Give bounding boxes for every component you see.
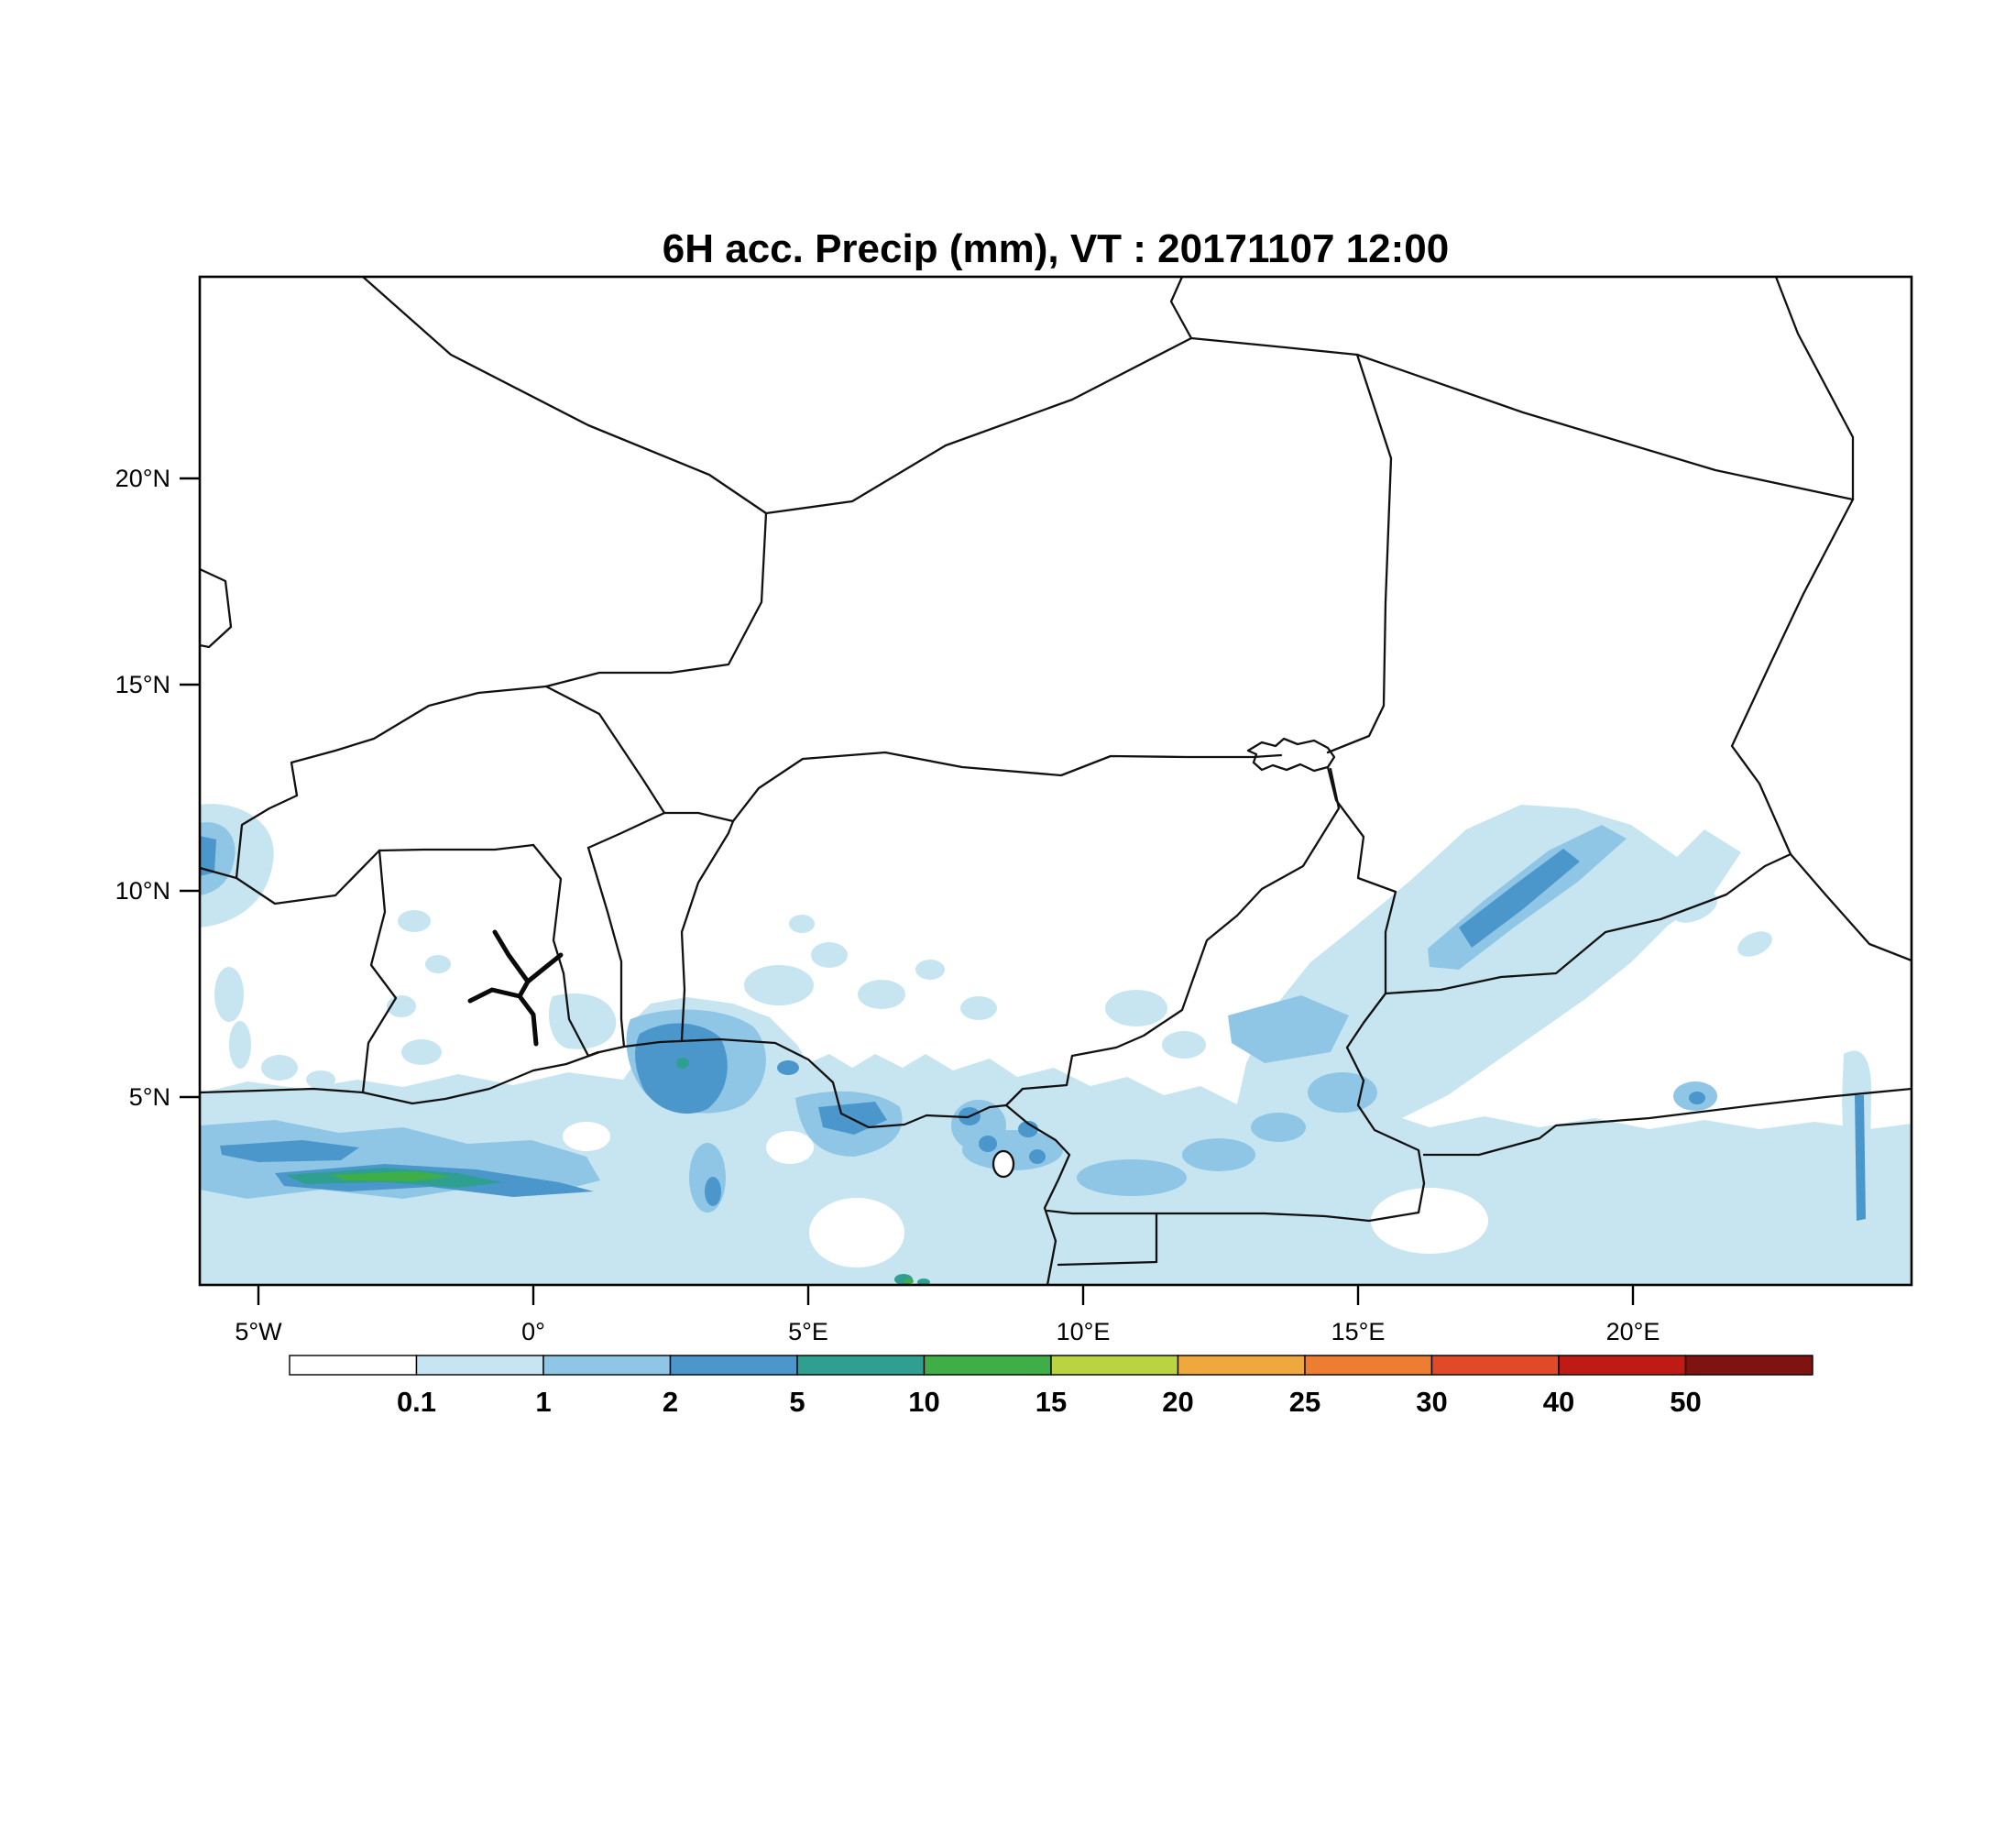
border-togo-benin (586, 846, 626, 1048)
colorbar-label: 15 (1035, 1386, 1067, 1418)
border-algeria-mali (361, 277, 768, 515)
border-mauritania-mali (200, 567, 233, 649)
border-libya-chad (1355, 353, 1855, 501)
lon-label-0: 0° (521, 1318, 545, 1345)
colorbar-segment (289, 1355, 418, 1376)
border-burkina-ghana (378, 843, 535, 852)
lon-label-15e: 15°E (1331, 1318, 1386, 1345)
lake-volta (492, 929, 539, 1047)
lat-axis: 20°N 15°N 10°N 5°N (115, 465, 200, 1111)
lon-label-20e: 20°E (1606, 1318, 1660, 1345)
colorbar-segment (542, 1355, 672, 1376)
border-cameroon-car (1345, 992, 1426, 1214)
colorbar-segment (669, 1355, 798, 1376)
colorbar-segment (923, 1355, 1052, 1376)
colorbar-label: 30 (1416, 1386, 1447, 1418)
colorbar-segment (796, 1355, 926, 1376)
border-algeria-niger (764, 336, 1193, 515)
border-burkina-benin (586, 811, 666, 850)
colorbar-label: 10 (908, 1386, 939, 1418)
lat-label-15n: 15°N (115, 671, 170, 698)
coastline-gulf-of-guinea (200, 1037, 1071, 1285)
colorbar-label: 40 (1543, 1386, 1574, 1418)
colorbar-label: 20 (1162, 1386, 1193, 1418)
lake-volta-east-arm (525, 952, 564, 984)
colorbar: 0.1 1 2 5 10 15 20 25 30 40 50 (289, 1355, 1813, 1418)
border-mali-ivorycoast (200, 866, 238, 880)
precip-layer-10mm (330, 1171, 914, 1284)
lon-label-5e: 5°E (788, 1318, 828, 1345)
border-ivorycoast-burkina (235, 849, 381, 906)
border-libya-sudan (1774, 277, 1855, 501)
lake-chad-outline (1246, 737, 1336, 773)
lon-label-10e: 10°E (1057, 1318, 1111, 1345)
border-chad-sudan (1730, 498, 1855, 856)
border-cameroon-congo-gabon (1046, 1209, 1420, 1223)
precip-layer-0p1mm (200, 804, 1912, 1285)
border-benin-niger (663, 811, 735, 823)
border-mali-burkina (235, 685, 548, 880)
bioko-island (992, 1149, 1015, 1179)
colorbar-segment (415, 1355, 544, 1376)
colorbar-label: 5 (789, 1386, 805, 1418)
border-benin-nigeria (680, 819, 735, 1041)
border-car-sudan (1789, 852, 1912, 962)
colorbar-label: 2 (663, 1386, 678, 1418)
colorbar-label: 50 (1670, 1386, 1701, 1418)
colorbar-segment (1558, 1355, 1687, 1376)
precip-shading (200, 804, 1912, 1285)
lat-label-20n: 20°N (115, 465, 170, 492)
plot-title: 6H acc. Precip (mm), VT : 20171107 12:00 (663, 226, 1450, 271)
border-algeria-libya (1169, 277, 1193, 340)
colorbar-segment (1684, 1355, 1813, 1376)
colorbar-label: 0.1 (397, 1386, 436, 1418)
lake-volta-west-arm (467, 987, 522, 1004)
map-frame (198, 275, 1913, 1287)
border-niger-chad (1326, 353, 1393, 754)
border-mali-niger (544, 511, 768, 688)
country-borders (200, 277, 1912, 1285)
border-burkina-niger (544, 685, 666, 815)
precip-clear-gaps (563, 1122, 1488, 1268)
colorbar-label: 25 (1289, 1386, 1320, 1418)
border-chad-car (1384, 852, 1792, 995)
colorbar-segment (1177, 1355, 1306, 1376)
lon-axis: 5°W 0° 5°E 10°E 15°E 20°E (235, 1285, 1660, 1345)
border-chad-cameroon (1326, 765, 1397, 995)
border-niger-nigeria (731, 751, 1283, 823)
border-libya-niger (1189, 336, 1359, 357)
colorbar-segment (1050, 1355, 1179, 1376)
lon-label-5w: 5°W (235, 1318, 282, 1345)
colorbar-label: 1 (535, 1386, 551, 1418)
lat-label-5n: 5°N (129, 1083, 170, 1111)
border-ivorycoast-ghana (361, 849, 398, 1094)
border-nigeria-cameroon (1004, 767, 1341, 1107)
lat-label-10n: 10°N (115, 877, 170, 905)
border-eq-guinea-east (1057, 1212, 1158, 1267)
colorbar-segment (1304, 1355, 1433, 1376)
colorbar-segment (1430, 1355, 1560, 1376)
border-car-congo-drc (1422, 1087, 1912, 1157)
